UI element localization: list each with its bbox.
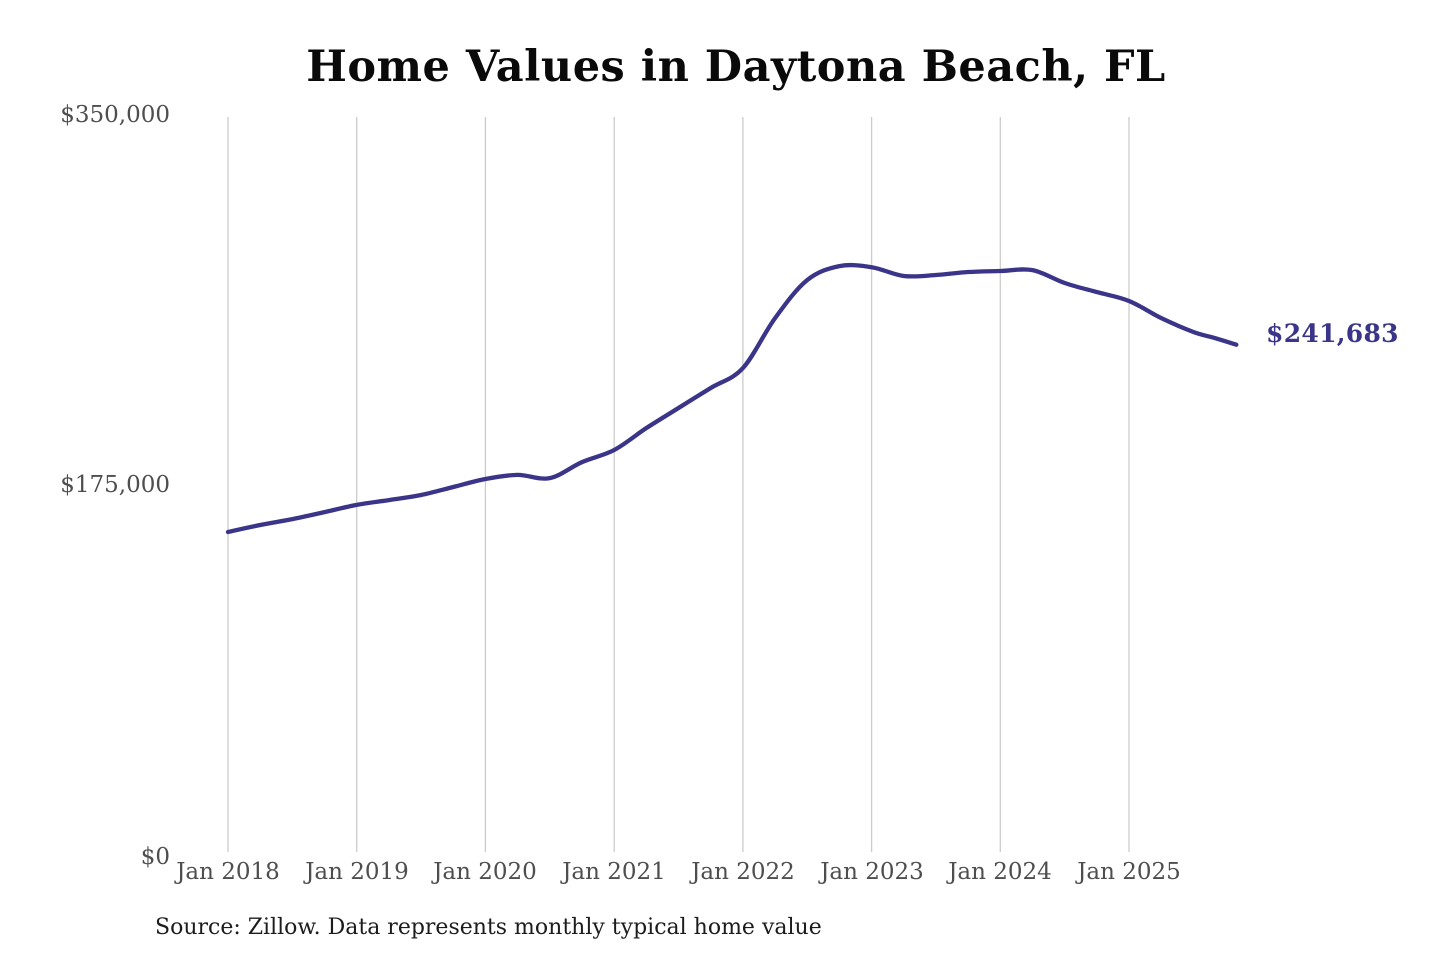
- home-value-line: [225, 262, 1239, 535]
- chart-title: Home Values in Daytona Beach, FL: [306, 42, 1166, 92]
- x-axis-label-jan-2020: Jan 2020: [433, 859, 537, 885]
- x-axis-label-jan-2022: Jan 2022: [691, 859, 795, 885]
- x-axis-label-jan-2021: Jan 2021: [562, 859, 666, 885]
- current-value-label: $241,683: [1266, 319, 1399, 348]
- y-axis-label-350000: $350,000: [60, 102, 170, 128]
- x-axis-label-jan-2023: Jan 2023: [820, 859, 924, 885]
- gridlines: [227, 117, 1130, 852]
- y-axis-label-0: $0: [140, 844, 170, 870]
- x-axis-label-jan-2024: Jan 2024: [948, 859, 1052, 885]
- source-note: Source: Zillow. Data represents monthly …: [155, 915, 822, 940]
- x-axis-label-jan-2018: Jan 2018: [176, 859, 280, 885]
- x-axis-label-jan-2019: Jan 2019: [305, 859, 409, 885]
- y-axis-label-175000: $175,000: [60, 472, 170, 498]
- x-axis-label-jan-2025: Jan 2025: [1077, 859, 1181, 885]
